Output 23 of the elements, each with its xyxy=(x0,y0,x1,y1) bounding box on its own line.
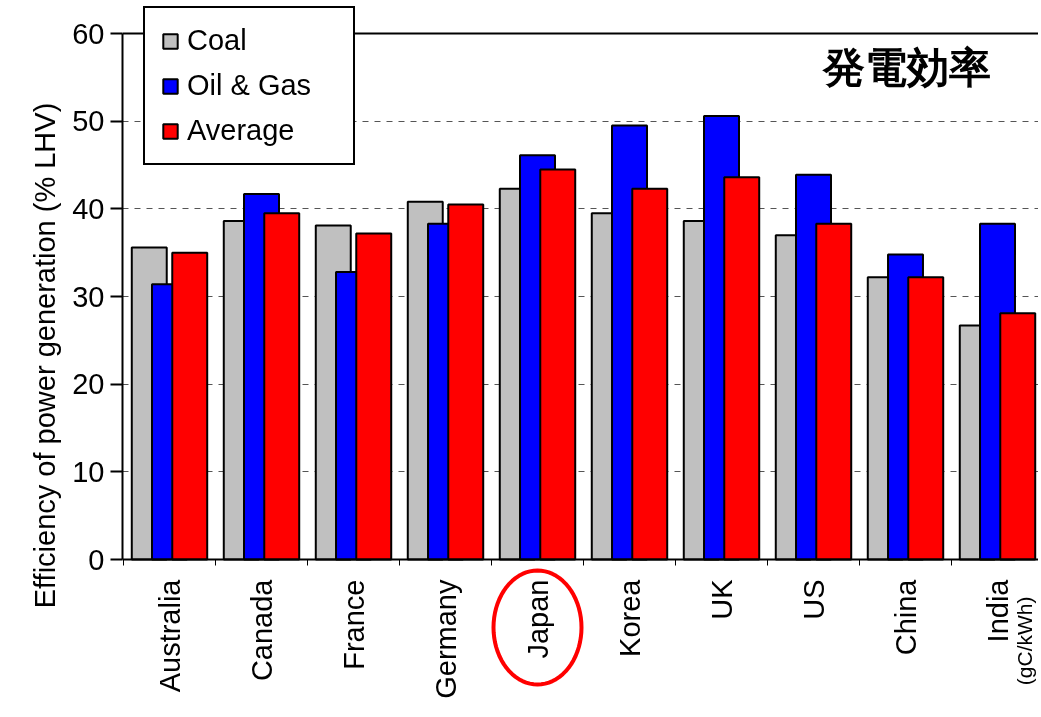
x-tick-label: US xyxy=(797,579,830,620)
x-tick-label: Australia xyxy=(153,578,186,693)
y-tick-label: 50 xyxy=(72,105,105,138)
legend-label: Oil & Gas xyxy=(187,69,313,102)
y-tick-label: 60 xyxy=(72,17,105,50)
text: (gC/kWh) xyxy=(1013,596,1036,686)
x-tick-label: Germany xyxy=(429,579,462,699)
x-tick-label: Korea xyxy=(613,578,646,657)
x-tick-label: China xyxy=(889,578,922,656)
legend-label: Coal xyxy=(187,24,248,57)
legend-label: Average xyxy=(187,114,296,147)
y-tick-label: 0 xyxy=(88,543,105,576)
x-tick-label: India xyxy=(981,578,1014,643)
y-tick-label: 10 xyxy=(72,455,105,488)
y-axis-title: Efficiency of power generation (% LHV) xyxy=(29,102,62,609)
x-tick-label: UK xyxy=(705,578,738,620)
x-tick-label: France xyxy=(337,579,370,670)
x-tick-label: Japan xyxy=(521,579,554,659)
chart-title: 発電効率 xyxy=(821,44,991,91)
y-tick-label: 20 xyxy=(72,368,105,401)
y-tick-label: 40 xyxy=(72,192,105,225)
x-tick-label: Canada xyxy=(245,578,278,682)
y-tick-label: 30 xyxy=(72,280,105,313)
